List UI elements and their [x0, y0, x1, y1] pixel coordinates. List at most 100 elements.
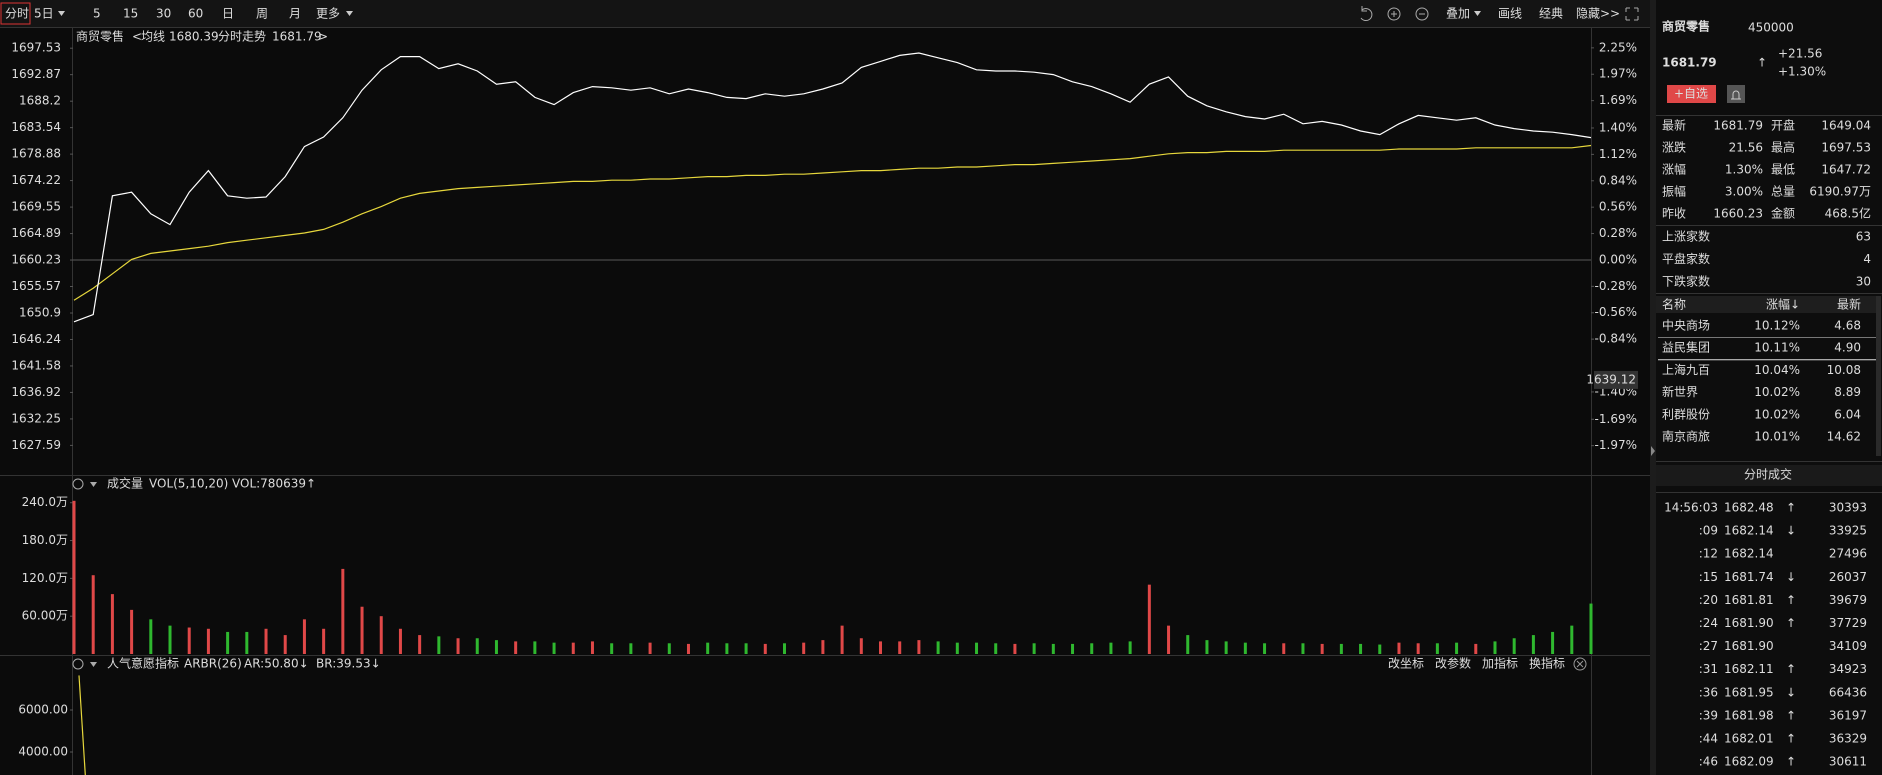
- trade-volume: 66436: [1829, 685, 1867, 699]
- stock-change[interactable]: 10.01%: [1754, 430, 1800, 444]
- y2-tick-label: 1.12%: [1599, 147, 1637, 161]
- period-tab[interactable]: 月: [289, 7, 301, 21]
- volume-bar: [1416, 643, 1420, 654]
- tool-button[interactable]: 叠加: [1446, 7, 1470, 21]
- trade-volume: 37729: [1829, 616, 1867, 630]
- volume-bar: [1359, 643, 1363, 654]
- volume-bar: [1531, 635, 1535, 654]
- period-tab[interactable]: 60: [188, 7, 203, 21]
- volume-bar: [802, 642, 806, 654]
- help-icon[interactable]: [72, 478, 84, 490]
- y2-tick-label: -0.84%: [1595, 332, 1637, 346]
- breadth-value: 4: [1863, 252, 1871, 266]
- period-tab[interactable]: 分时: [5, 7, 29, 21]
- active-tab: [0, 2, 31, 25]
- trade-time: :36: [1699, 685, 1718, 699]
- period-tab[interactable]: 5日: [34, 7, 54, 21]
- stock-price[interactable]: 14.62: [1827, 430, 1861, 444]
- indicator-readout: BR:39.53↓: [316, 657, 381, 671]
- period-tab[interactable]: 30: [156, 7, 171, 21]
- volume-bar: [879, 641, 883, 654]
- column-header[interactable]: 名称: [1662, 297, 1686, 312]
- volume-bar: [936, 641, 940, 654]
- watch-button[interactable]: [1667, 85, 1716, 103]
- stock-price[interactable]: 4.90: [1834, 341, 1861, 355]
- trade-direction: ↓: [1786, 685, 1796, 699]
- indicator-readout: VOL:780639↑: [232, 477, 316, 491]
- indicator-button[interactable]: 加指标: [1482, 656, 1518, 671]
- close-icon[interactable]: [1573, 657, 1587, 671]
- stock-price[interactable]: 6.04: [1834, 407, 1861, 421]
- stock-name[interactable]: 新世界: [1662, 384, 1698, 399]
- trade-volume: 34923: [1829, 662, 1867, 676]
- volume-bar: [475, 638, 479, 654]
- scrollbar: [1876, 296, 1881, 456]
- stock-price[interactable]: 4.68: [1834, 319, 1861, 333]
- indicator-button[interactable]: 改坐标: [1388, 657, 1424, 671]
- stat-value: 468.5亿: [1825, 206, 1871, 221]
- period-tab[interactable]: 15: [123, 7, 138, 21]
- stat-label: 涨跌: [1662, 140, 1686, 155]
- zoom-in-icon[interactable]: [1387, 7, 1401, 21]
- stock-change[interactable]: 10.11%: [1754, 341, 1800, 355]
- bell-icon[interactable]: [1731, 90, 1741, 100]
- stat-label: 最新: [1662, 118, 1686, 133]
- stat-label: 昨收: [1662, 207, 1686, 221]
- undo-icon[interactable]: [1360, 6, 1373, 22]
- breadth-label: 上涨家数: [1662, 229, 1710, 244]
- watch-label[interactable]: +自选: [1674, 87, 1708, 101]
- volume-bar: [917, 640, 921, 654]
- volume-bar: [1435, 643, 1439, 654]
- trade-price: 1681.90: [1724, 639, 1774, 653]
- stock-name[interactable]: 上海九百: [1662, 362, 1710, 377]
- period-tab[interactable]: 周: [256, 7, 268, 21]
- collapse-arrow[interactable]: [1651, 446, 1655, 456]
- y2-tick-label: -1.69%: [1595, 412, 1637, 426]
- stock-price[interactable]: 10.08: [1827, 363, 1861, 377]
- period-tab[interactable]: 日: [222, 7, 234, 21]
- panel-handle[interactable]: [1650, 0, 1656, 775]
- menu-arrow[interactable]: [90, 482, 97, 487]
- column-header[interactable]: 最新: [1837, 297, 1861, 312]
- indicator-button[interactable]: 改参数: [1435, 656, 1471, 671]
- help-icon[interactable]: [72, 658, 84, 670]
- stock-change[interactable]: 10.12%: [1754, 319, 1800, 333]
- volume-bar: [130, 609, 134, 654]
- alert-button[interactable]: [1727, 85, 1745, 103]
- volume-bar: [744, 643, 748, 654]
- volume-bar: [1301, 643, 1305, 654]
- stock-name[interactable]: 益民集团: [1662, 340, 1710, 355]
- close-icon-x[interactable]: [1576, 660, 1584, 668]
- stock-change[interactable]: 10.02%: [1754, 407, 1800, 421]
- stat-label: 金额: [1771, 206, 1795, 221]
- period-tab[interactable]: 更多: [316, 7, 340, 21]
- tool-button[interactable]: 画线: [1498, 7, 1522, 21]
- legend-entry: 分时走势: [218, 30, 266, 44]
- stock-name[interactable]: 南京商旅: [1662, 429, 1710, 444]
- stat-label: 涨幅: [1662, 162, 1686, 177]
- tool-button[interactable]: 经典: [1539, 7, 1563, 21]
- tool-button[interactable]: 隐藏>>: [1576, 7, 1620, 21]
- stock-change[interactable]: 10.02%: [1754, 385, 1800, 399]
- volume-bar: [341, 568, 345, 654]
- stat-value: 1681.79: [1713, 119, 1763, 133]
- trade-volume: 30393: [1829, 501, 1867, 515]
- stock-name[interactable]: 中央商场: [1662, 318, 1710, 333]
- series-line: [73, 144, 1592, 301]
- stock-price[interactable]: 8.89: [1834, 385, 1861, 399]
- stock-change[interactable]: 10.04%: [1754, 363, 1800, 377]
- fullscreen-icon[interactable]: [1625, 7, 1639, 21]
- zoom-out-icon[interactable]: [1415, 7, 1429, 21]
- stock-name[interactable]: 利群股份: [1662, 407, 1710, 421]
- volume-bar: [149, 619, 153, 654]
- menu-arrow[interactable]: [90, 662, 97, 667]
- y2-tick-label: 0.00%: [1599, 252, 1637, 266]
- indicator-button[interactable]: 换指标: [1529, 656, 1565, 671]
- column-header[interactable]: 涨幅↓: [1766, 297, 1800, 312]
- trade-time: :15: [1699, 570, 1718, 584]
- period-tab[interactable]: 5: [93, 7, 101, 21]
- stat-value: 21.56: [1729, 141, 1763, 155]
- panel-title: 人气意愿指标: [107, 656, 179, 671]
- volume-bar: [494, 640, 498, 654]
- volume-bar: [994, 643, 998, 654]
